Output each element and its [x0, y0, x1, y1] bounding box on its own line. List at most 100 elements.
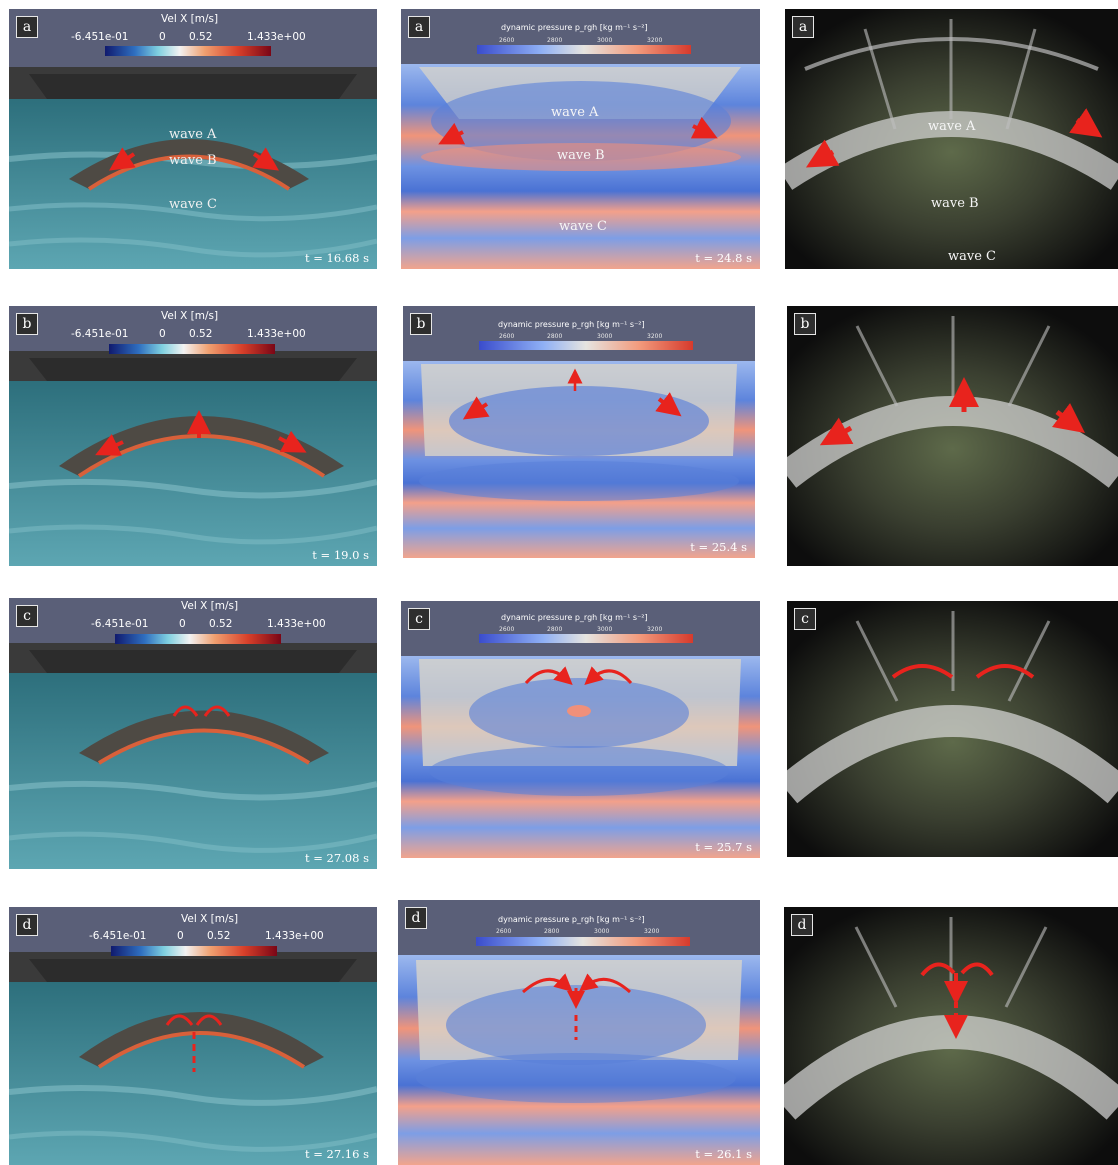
velocity-tick: 0 — [177, 930, 184, 942]
pressure-tick: 2600 — [499, 626, 515, 633]
lab-photo-a — [785, 9, 1118, 269]
velocity-field-a — [9, 67, 377, 269]
velocity-tick: -6.451e-01 — [89, 930, 147, 942]
velocity-tick: 0.52 — [189, 31, 213, 43]
velocity-colorbar — [115, 634, 281, 644]
wave-label: wave A — [551, 105, 599, 120]
pressure-field-a — [401, 64, 760, 269]
pressure-tick: 3000 — [594, 928, 610, 935]
photo-panel-d: d — [784, 907, 1118, 1165]
wave-label: wave B — [169, 153, 217, 168]
pressure-colorbar-title: dynamic pressure p_rgh [kg m⁻¹ s⁻²] — [501, 23, 648, 32]
velocity-panel-a: a Vel X [m/s] -6.451e-01 0 0.52 1.433e+0… — [9, 9, 377, 269]
wave-label: wave A — [169, 127, 217, 142]
timestamp: t = 26.1 s — [695, 1147, 752, 1161]
pressure-tick: 3000 — [597, 333, 613, 340]
pressure-tick: 3200 — [647, 37, 663, 44]
pressure-tick: 2800 — [547, 333, 563, 340]
timestamp: t = 24.8 s — [695, 251, 752, 265]
pressure-tick: 2800 — [544, 928, 560, 935]
pressure-tick: 2800 — [547, 37, 563, 44]
panel-label: a — [792, 16, 814, 38]
pressure-tick: 2600 — [496, 928, 512, 935]
velocity-panel-d: d Vel X [m/s] -6.451e-01 0 0.52 1.433e+0… — [9, 907, 377, 1165]
pressure-field-d — [398, 955, 760, 1165]
pressure-field-c — [401, 656, 760, 858]
velocity-tick: -6.451e-01 — [71, 328, 129, 340]
photo-panel-a: a wave A wave B wave C — [785, 9, 1118, 269]
panel-label: a — [408, 16, 430, 38]
lab-photo-c — [787, 601, 1118, 857]
pressure-panel-d: d dynamic pressure p_rgh [kg m⁻¹ s⁻²] 26… — [398, 900, 760, 1165]
photo-panel-b: b — [787, 306, 1118, 566]
timestamp: t = 27.08 s — [304, 851, 369, 865]
pressure-tick: 3000 — [597, 626, 613, 633]
velocity-panel-c: c Vel X [m/s] -6.451e-01 0 0.52 1.433e+0… — [9, 598, 377, 869]
lab-photo-b — [787, 306, 1118, 566]
wave-label: wave C — [559, 219, 607, 234]
pressure-colorbar — [479, 634, 693, 643]
panel-label: b — [410, 313, 432, 335]
velocity-tick: 0 — [159, 31, 166, 43]
pressure-field-b — [403, 361, 755, 558]
timestamp: t = 27.16 s — [304, 1147, 369, 1161]
timestamp: t = 19.0 s — [312, 548, 369, 562]
velocity-colorbar-title: Vel X [m/s] — [181, 913, 239, 925]
wave-label: wave B — [931, 196, 979, 211]
velocity-field-c — [9, 643, 377, 869]
velocity-tick: 1.433e+00 — [265, 930, 324, 942]
pressure-colorbar-title: dynamic pressure p_rgh [kg m⁻¹ s⁻²] — [498, 915, 645, 924]
pressure-colorbar — [476, 937, 690, 946]
velocity-panel-b: b Vel X [m/s] -6.451e-01 0 0.52 1.433e+0… — [9, 306, 377, 566]
wave-label: wave C — [948, 249, 996, 264]
pressure-colorbar — [477, 45, 691, 54]
velocity-colorbar-title: Vel X [m/s] — [161, 13, 219, 25]
panel-label: d — [405, 907, 427, 929]
velocity-tick: 1.433e+00 — [267, 618, 326, 630]
velocity-tick: 1.433e+00 — [247, 31, 306, 43]
velocity-tick: 0 — [159, 328, 166, 340]
pressure-panel-a: a dynamic pressure p_rgh [kg m⁻¹ s⁻²] 26… — [401, 9, 760, 269]
velocity-tick: 0.52 — [207, 930, 231, 942]
wave-label: wave C — [169, 197, 217, 212]
panel-label: b — [794, 313, 816, 335]
velocity-tick: 0 — [179, 618, 186, 630]
timestamp: t = 16.68 s — [304, 251, 369, 265]
pressure-panel-b: b dynamic pressure p_rgh [kg m⁻¹ s⁻²] 26… — [403, 306, 755, 558]
lab-photo-d — [784, 907, 1118, 1165]
pressure-colorbar-title: dynamic pressure p_rgh [kg m⁻¹ s⁻²] — [501, 613, 648, 622]
timestamp: t = 25.7 s — [695, 840, 752, 854]
velocity-colorbar — [111, 946, 277, 956]
pressure-tick: 2800 — [547, 626, 563, 633]
panel-label: c — [408, 608, 430, 630]
pressure-tick: 3200 — [644, 928, 660, 935]
pressure-colorbar — [479, 341, 693, 350]
velocity-colorbar-title: Vel X [m/s] — [181, 600, 239, 612]
panel-label: b — [16, 313, 38, 335]
wave-label: wave B — [557, 148, 605, 163]
panel-label: c — [16, 605, 38, 627]
pressure-tick: 2600 — [499, 37, 515, 44]
timestamp: t = 25.4 s — [690, 540, 747, 554]
velocity-field-b — [9, 351, 377, 566]
pressure-panel-c: c dynamic pressure p_rgh [kg m⁻¹ s⁻²] 26… — [401, 601, 760, 858]
wave-label: wave A — [928, 119, 976, 134]
velocity-colorbar — [109, 344, 275, 354]
panel-label: c — [794, 608, 816, 630]
velocity-colorbar-title: Vel X [m/s] — [161, 310, 219, 322]
velocity-tick: -6.451e-01 — [91, 618, 149, 630]
pressure-tick: 2600 — [499, 333, 515, 340]
velocity-tick: 0.52 — [209, 618, 233, 630]
pressure-colorbar-title: dynamic pressure p_rgh [kg m⁻¹ s⁻²] — [498, 320, 645, 329]
photo-panel-c: c — [787, 601, 1118, 857]
velocity-tick: -6.451e-01 — [71, 31, 129, 43]
panel-label: d — [16, 914, 38, 936]
pressure-tick: 3200 — [647, 333, 663, 340]
panel-label: a — [16, 16, 38, 38]
panel-label: d — [791, 914, 813, 936]
velocity-field-d — [9, 952, 377, 1165]
pressure-tick: 3200 — [647, 626, 663, 633]
velocity-colorbar — [105, 46, 271, 56]
velocity-tick: 0.52 — [189, 328, 213, 340]
velocity-tick: 1.433e+00 — [247, 328, 306, 340]
